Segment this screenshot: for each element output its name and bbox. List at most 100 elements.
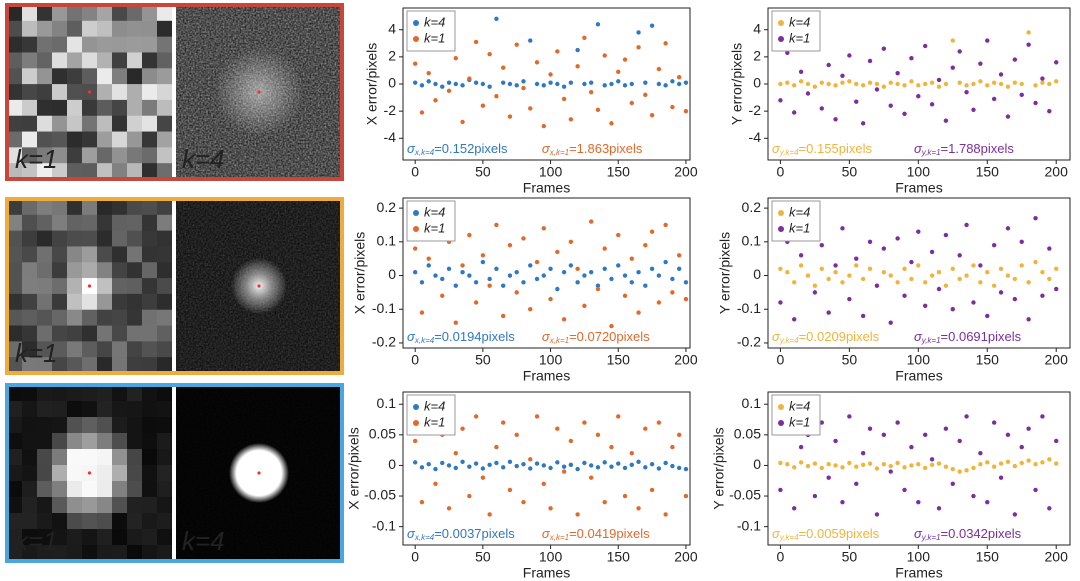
data-point bbox=[840, 73, 845, 79]
pixel bbox=[127, 449, 143, 466]
data-point bbox=[991, 464, 997, 469]
pixel bbox=[157, 341, 173, 358]
pixel bbox=[67, 20, 83, 38]
data-point bbox=[561, 469, 567, 474]
centroid-dot bbox=[87, 284, 92, 288]
data-point bbox=[534, 276, 540, 282]
pixel bbox=[7, 449, 23, 466]
chart: 0 50 100 150 200 -4 -2 0 2 4 Frames X error/pixels k… bbox=[364, 7, 698, 196]
data-point bbox=[1033, 487, 1038, 493]
data-point bbox=[1047, 108, 1052, 114]
legend-label: k=1 bbox=[789, 414, 810, 429]
chart: 0 50 100 150 200 -0.1 -0.05 0 0.05 0.1 Frames X err… bbox=[346, 391, 698, 581]
data-point bbox=[854, 481, 859, 486]
legend-box bbox=[406, 10, 456, 52]
data-point bbox=[521, 499, 526, 505]
data-point bbox=[541, 463, 546, 468]
legend-marker bbox=[413, 20, 419, 26]
data-point bbox=[916, 499, 921, 505]
pixel bbox=[37, 401, 53, 418]
legend-marker bbox=[778, 36, 784, 42]
pixel bbox=[112, 278, 128, 295]
data-point bbox=[778, 81, 783, 87]
data-point bbox=[460, 263, 465, 268]
data-point bbox=[826, 81, 831, 87]
x-axis-label: Frames bbox=[895, 180, 942, 196]
data-point bbox=[548, 72, 553, 77]
pixel bbox=[112, 513, 128, 530]
pixel bbox=[157, 513, 173, 530]
data-point bbox=[971, 465, 976, 471]
data-point bbox=[582, 35, 587, 41]
data-point bbox=[847, 414, 852, 419]
pixel bbox=[52, 465, 68, 482]
data-point bbox=[568, 462, 574, 468]
pixel bbox=[112, 385, 128, 402]
sigma-value: =0.155pixels bbox=[799, 141, 873, 156]
data-point bbox=[867, 461, 873, 466]
pixel bbox=[7, 36, 23, 53]
data-point bbox=[867, 58, 873, 64]
data-point bbox=[1054, 286, 1059, 292]
pixel bbox=[52, 545, 68, 562]
pixel bbox=[142, 214, 158, 232]
legend-label: k=4 bbox=[789, 14, 810, 29]
pixel bbox=[127, 481, 143, 498]
data-point bbox=[1040, 293, 1045, 298]
pixel bbox=[7, 199, 23, 216]
pixel bbox=[157, 481, 173, 498]
image-label: k=1 bbox=[15, 144, 58, 174]
legend-label: k=4 bbox=[424, 204, 445, 219]
image-panel: k=1 k=4 bbox=[5, 3, 344, 181]
data-point bbox=[643, 426, 648, 431]
data-point bbox=[929, 462, 935, 468]
data-point bbox=[985, 83, 990, 88]
pixel bbox=[127, 401, 143, 418]
pixel bbox=[37, 341, 53, 358]
pixel bbox=[82, 36, 98, 53]
pixel bbox=[97, 545, 113, 562]
data-point bbox=[521, 79, 526, 84]
y-tick-label: 4 bbox=[753, 20, 761, 36]
y-tick-label: 0 bbox=[753, 75, 761, 91]
legend-box bbox=[771, 200, 821, 242]
pixel bbox=[142, 52, 158, 69]
data-point bbox=[1005, 432, 1011, 438]
data-point bbox=[902, 266, 907, 271]
data-point bbox=[1012, 463, 1018, 469]
legend-label: k=1 bbox=[789, 220, 810, 235]
data-point bbox=[521, 85, 526, 91]
data-point bbox=[929, 273, 935, 278]
data-point bbox=[656, 81, 662, 87]
pixel bbox=[22, 52, 38, 69]
data-point bbox=[494, 460, 499, 466]
data-point bbox=[643, 465, 648, 470]
data-point bbox=[629, 451, 634, 456]
data-point bbox=[916, 263, 921, 268]
data-point bbox=[582, 460, 587, 466]
legend-label: k=1 bbox=[424, 30, 445, 45]
data-point bbox=[676, 266, 682, 271]
pixel bbox=[97, 20, 113, 38]
pixel bbox=[157, 115, 173, 133]
pixel bbox=[157, 131, 173, 148]
data-point bbox=[460, 83, 465, 88]
pixel bbox=[7, 401, 23, 418]
pixel bbox=[97, 529, 113, 546]
pixel bbox=[82, 341, 98, 358]
data-point bbox=[555, 460, 560, 465]
sigma-subscript: x,k=4 bbox=[414, 533, 435, 542]
sigma-subscript: x,k=1 bbox=[549, 533, 569, 542]
data-point bbox=[568, 263, 574, 268]
data-point bbox=[1054, 461, 1059, 466]
data-point bbox=[683, 108, 689, 114]
pixel bbox=[22, 115, 38, 133]
sigma-value: =0.0209pixels bbox=[799, 329, 880, 344]
data-point bbox=[683, 296, 689, 302]
data-point bbox=[805, 463, 811, 469]
data-point bbox=[534, 259, 540, 265]
data-point bbox=[453, 320, 458, 325]
y-tick-label: -4 bbox=[384, 129, 397, 145]
sigma-symbol: σ bbox=[914, 526, 923, 541]
data-point bbox=[487, 512, 492, 517]
